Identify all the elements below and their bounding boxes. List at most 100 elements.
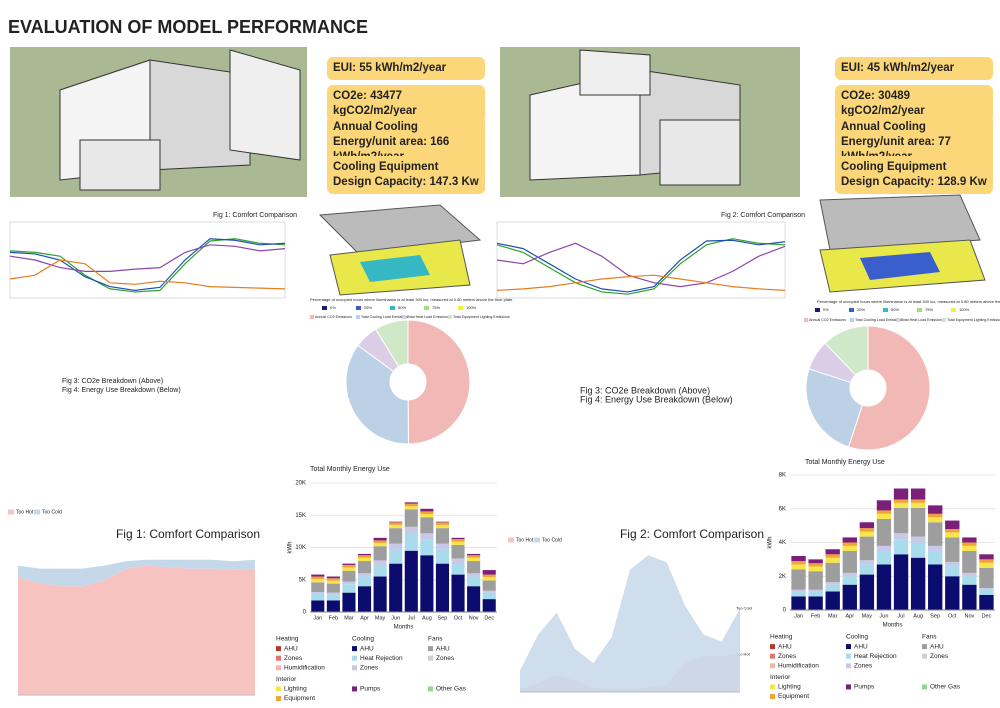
bar-segment [945, 520, 960, 529]
bar-segment [910, 502, 926, 508]
x-tick-label: Jun [391, 615, 400, 621]
bar-segment [859, 536, 875, 561]
legend-label: 25% [857, 307, 865, 312]
x-axis-label: Months [883, 623, 903, 629]
legend-swatch [846, 684, 851, 690]
bar-segment [962, 542, 977, 546]
bar-segment [326, 583, 340, 593]
legend-label: AHU [778, 643, 792, 650]
bar-segment [342, 563, 356, 565]
legend-swatch [356, 306, 361, 310]
x-tick-label: Sep [438, 615, 448, 621]
legend-swatch [922, 644, 927, 650]
line [496, 238, 786, 295]
bar-segment [342, 570, 356, 582]
bar-segment [842, 584, 857, 610]
legend-swatch [356, 315, 360, 319]
bar-segment [467, 586, 481, 612]
bar-segment [420, 513, 434, 518]
bar-segment [420, 517, 434, 534]
plot-frame [9, 221, 286, 299]
bar-segment [373, 564, 387, 577]
bar-segment [357, 576, 372, 587]
bar-segment [791, 556, 806, 562]
legend-label: Zones [360, 665, 379, 672]
bar-segment [373, 546, 387, 561]
bar-segment [928, 550, 943, 565]
bar-segment [342, 584, 356, 593]
bar-segment [342, 564, 356, 568]
legend-swatch [276, 696, 281, 702]
bar-segment [451, 544, 465, 559]
bar-segment [825, 584, 840, 592]
bar-segment [389, 563, 403, 612]
bar-segment [342, 581, 356, 585]
legend-swatch [922, 653, 927, 659]
bar-segment [928, 522, 943, 546]
bar-segment [808, 571, 823, 590]
legend-label: 0% [823, 307, 829, 312]
bar-segment [326, 576, 340, 579]
area [18, 565, 255, 695]
x-tick-label: Nov [964, 613, 974, 619]
bar-segment [389, 521, 403, 523]
legend-label: Pumps [854, 684, 875, 691]
bar-segment [979, 562, 994, 568]
bar-segment [979, 559, 994, 563]
bar-segment [389, 528, 403, 544]
bar-segment [859, 574, 875, 610]
bar-segment [326, 578, 340, 581]
legend-label: Equipment [284, 695, 315, 702]
end-label: Too Cold [736, 606, 752, 611]
legend-label: Heat Rejection [360, 655, 403, 662]
line [9, 244, 286, 272]
legend-swatch [883, 308, 888, 312]
legend-swatch [849, 308, 854, 312]
bar-segment [482, 580, 496, 591]
bar-segment [326, 580, 340, 584]
info-box: Cooling Equipment Design Capacity: 128.9… [835, 156, 993, 194]
legend-swatch [846, 663, 851, 669]
bar-segment [420, 539, 434, 556]
pie-slice [824, 325, 869, 376]
info-box: EUI: 55 kWh/m2/year [327, 57, 485, 80]
legend-swatch [352, 686, 357, 692]
x-tick-label: Oct [948, 613, 957, 619]
legend-label: Total Heat Load Emissions [407, 315, 450, 319]
bar-segment [435, 524, 450, 529]
bar-segment [357, 553, 372, 556]
x-tick-label: Nov [469, 615, 479, 621]
bar-segment [842, 537, 857, 543]
legend-swatch [428, 655, 433, 661]
legend-swatch [276, 686, 281, 692]
bar-segment [451, 558, 465, 563]
figure-label: Fig 1: Comfort Comparison [213, 212, 297, 219]
y-tick-label: 5K [299, 577, 306, 583]
bar-segment [404, 502, 418, 504]
legend-swatch [34, 509, 40, 515]
bar-segment [928, 545, 943, 551]
bar-segment [928, 564, 943, 610]
legend-swatch [508, 537, 514, 543]
legend-label: 25% [364, 305, 372, 310]
pie-slice [374, 319, 409, 368]
bar-segment [979, 554, 994, 560]
bar-segment [893, 539, 909, 555]
bar-segment [311, 579, 325, 583]
bar-segment [342, 592, 356, 612]
bar-segment [389, 549, 403, 564]
bar-segment [945, 529, 960, 533]
bar-segment [893, 507, 909, 534]
bar-segment [808, 591, 823, 597]
bar-segment [842, 542, 857, 546]
bar-segment [979, 594, 994, 610]
figure-label: Fig 4: Energy Use Breakdown (Below) [62, 387, 181, 394]
bar-segment [357, 557, 372, 562]
legend-swatch [8, 509, 14, 515]
x-tick-label: Oct [454, 615, 463, 621]
legend-label: Pumps [360, 686, 381, 693]
bar-segment [404, 550, 418, 612]
legend-swatch [770, 653, 775, 659]
bar-segment [467, 561, 481, 574]
